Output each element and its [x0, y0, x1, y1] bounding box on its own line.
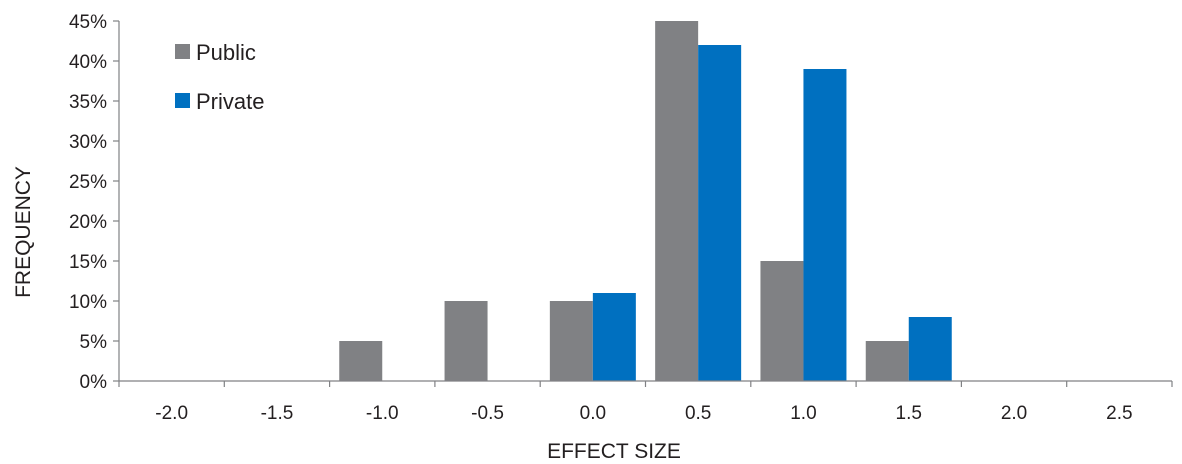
x-tick-label: -1.5 — [261, 403, 294, 424]
legend-label-private: Private — [196, 89, 264, 114]
y-tick-labels: 0% 5% 10% 15% 20% 25% 30% 35% 40% 45% — [69, 12, 107, 393]
y-tick-label: 45% — [69, 12, 107, 33]
y-tick-label: 20% — [69, 212, 107, 233]
bar-public-0.5 — [655, 21, 699, 381]
y-tick-label: 40% — [69, 52, 107, 73]
axes — [113, 20, 1173, 387]
bar-private-1.5 — [908, 317, 952, 381]
bar-public-1.0 — [760, 261, 804, 381]
x-tick-labels: -2.0 -1.5 -1.0 -0.5 0.0 0.5 1.0 1.5 2.0 2.5 — [155, 403, 1132, 424]
y-tick-label: 5% — [80, 332, 108, 353]
bar-private-1.0 — [803, 69, 847, 381]
legend-swatch-public — [175, 44, 190, 59]
bar-public-0.0 — [549, 301, 593, 381]
y-tick-label: 0% — [80, 372, 108, 393]
y-tick-label: 35% — [69, 92, 107, 113]
x-tick-label: 0.0 — [580, 403, 606, 424]
x-tick-label: 1.5 — [896, 403, 922, 424]
legend-label-public: Public — [196, 40, 256, 65]
legend-swatch-private — [175, 93, 190, 108]
x-tick-label: 1.0 — [790, 403, 816, 424]
x-tick-label: -0.5 — [471, 403, 504, 424]
bar-public-1.5 — [865, 341, 909, 381]
y-tick-label: 10% — [69, 292, 107, 313]
y-tick-label: 15% — [69, 252, 107, 273]
bars — [339, 21, 952, 381]
y-tick-label: 25% — [69, 172, 107, 193]
bar-public--0.5 — [444, 301, 488, 381]
x-tick-label: 2.0 — [1001, 403, 1027, 424]
y-tick-label: 30% — [69, 132, 107, 153]
bar-private-0.0 — [592, 293, 636, 381]
y-axis-title: FREQUENCY — [12, 166, 35, 298]
bar-private-0.5 — [698, 45, 742, 381]
x-tick-label: -1.0 — [366, 403, 399, 424]
bar-public--1.0 — [339, 341, 383, 381]
x-tick-label: 2.5 — [1106, 403, 1132, 424]
legend: Public Private — [175, 40, 264, 114]
x-tick-label: -2.0 — [155, 403, 188, 424]
x-tick-label: 0.5 — [685, 403, 711, 424]
x-axis-title: EFFECT SIZE — [547, 440, 681, 463]
